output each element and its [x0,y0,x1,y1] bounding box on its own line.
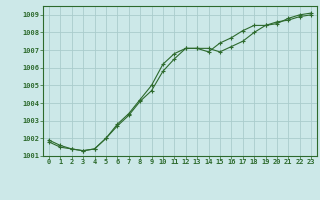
Text: Graphe pression niveau de la mer (hPa): Graphe pression niveau de la mer (hPa) [58,178,262,186]
